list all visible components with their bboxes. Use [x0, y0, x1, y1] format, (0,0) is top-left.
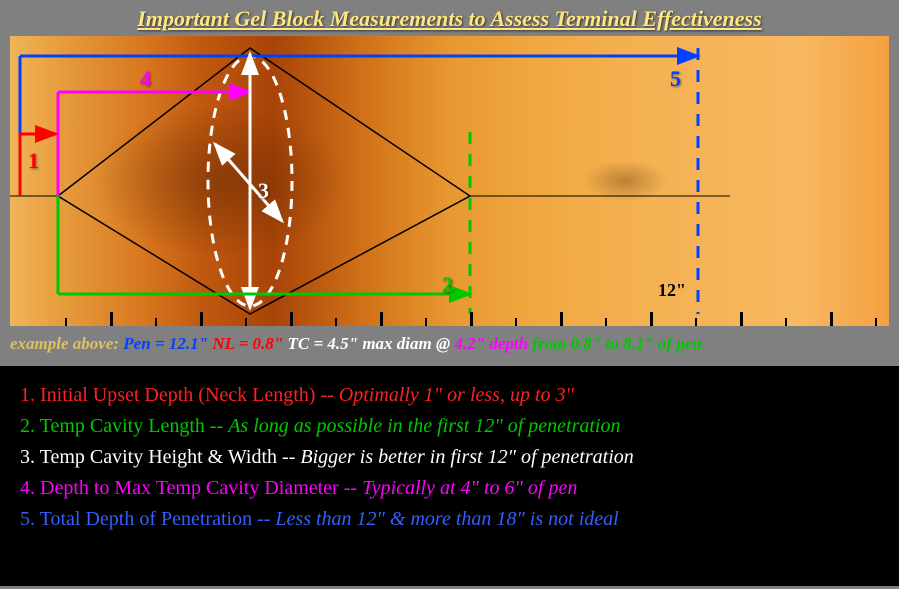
legend-main: Initial Upset Depth (Neck Length) --	[40, 384, 339, 406]
legend-number: 4.	[20, 477, 40, 499]
legend-desc: Bigger is better in first 12" of penetra…	[300, 446, 633, 468]
legend-item: 1. Initial Upset Depth (Neck Length) -- …	[20, 380, 879, 411]
ruler-tick	[785, 318, 787, 326]
ruler-tick	[515, 318, 517, 326]
legend-number: 3.	[20, 446, 40, 468]
legend-main: Temp Cavity Length --	[40, 415, 229, 437]
label-3: 3	[258, 178, 269, 204]
label-1: 1	[28, 148, 39, 174]
example-part: 4.2" depth	[454, 334, 532, 353]
legend-item: 5. Total Depth of Penetration -- Less th…	[20, 504, 879, 535]
ruler-tick	[65, 318, 67, 326]
ruler-tick	[695, 318, 697, 326]
ruler-tick	[155, 318, 157, 326]
example-prefix: example above:	[10, 334, 123, 353]
ruler-tick	[605, 318, 607, 326]
ruler-tick	[290, 312, 293, 326]
legend-main: Depth to Max Temp Cavity Diameter --	[40, 477, 362, 499]
ruler-12-label: 12"	[658, 280, 686, 301]
label-4: 4	[140, 66, 151, 92]
legend-number: 5.	[20, 508, 40, 530]
ruler-tick	[245, 318, 247, 326]
ruler-tick	[335, 318, 337, 326]
legend-panel: 1. Initial Upset Depth (Neck Length) -- …	[0, 366, 899, 586]
label-2: 2	[442, 272, 453, 298]
ruler-tick	[830, 312, 833, 326]
legend-desc: As long as possible in the first 12" of …	[228, 415, 620, 437]
ruler-tick	[650, 312, 653, 326]
legend-number: 2.	[20, 415, 40, 437]
legend-main: Total Depth of Penetration --	[40, 508, 276, 530]
diagram-title: Important Gel Block Measurements to Asse…	[0, 0, 899, 36]
legend-item: 3. Temp Cavity Height & Width -- Bigger …	[20, 442, 879, 473]
example-part: Pen = 12.1"	[123, 334, 212, 353]
example-readout: example above: Pen = 12.1" NL = 0.8" TC …	[10, 334, 889, 354]
legend-item: 2. Temp Cavity Length -- As long as poss…	[20, 411, 879, 442]
ruler-tick	[425, 318, 427, 326]
legend-desc: Optimally 1" or less, up to 3"	[339, 384, 574, 406]
ruler	[10, 304, 889, 326]
ruler-tick	[740, 312, 743, 326]
ruler-tick	[200, 312, 203, 326]
legend-item: 4. Depth to Max Temp Cavity Diameter -- …	[20, 473, 879, 504]
legend-number: 1.	[20, 384, 40, 406]
ruler-tick	[380, 312, 383, 326]
legend-desc: Less than 12" & more than 18" is not ide…	[275, 508, 618, 530]
legend-main: Temp Cavity Height & Width --	[40, 446, 301, 468]
label-5: 5	[670, 66, 681, 92]
example-part: NL = 0.8"	[212, 334, 287, 353]
example-part: from 0.8" to 8.1" of pen	[532, 334, 702, 353]
legend-desc: Typically at 4" to 6" of pen	[362, 477, 577, 499]
gel-block-diagram: 1 2 3 4 5 12"	[10, 36, 889, 326]
example-part: TC = 4.5" max diam @	[287, 334, 454, 353]
ruler-tick	[110, 312, 113, 326]
ruler-tick	[560, 312, 563, 326]
ruler-tick	[470, 312, 473, 326]
ruler-tick	[875, 318, 877, 326]
